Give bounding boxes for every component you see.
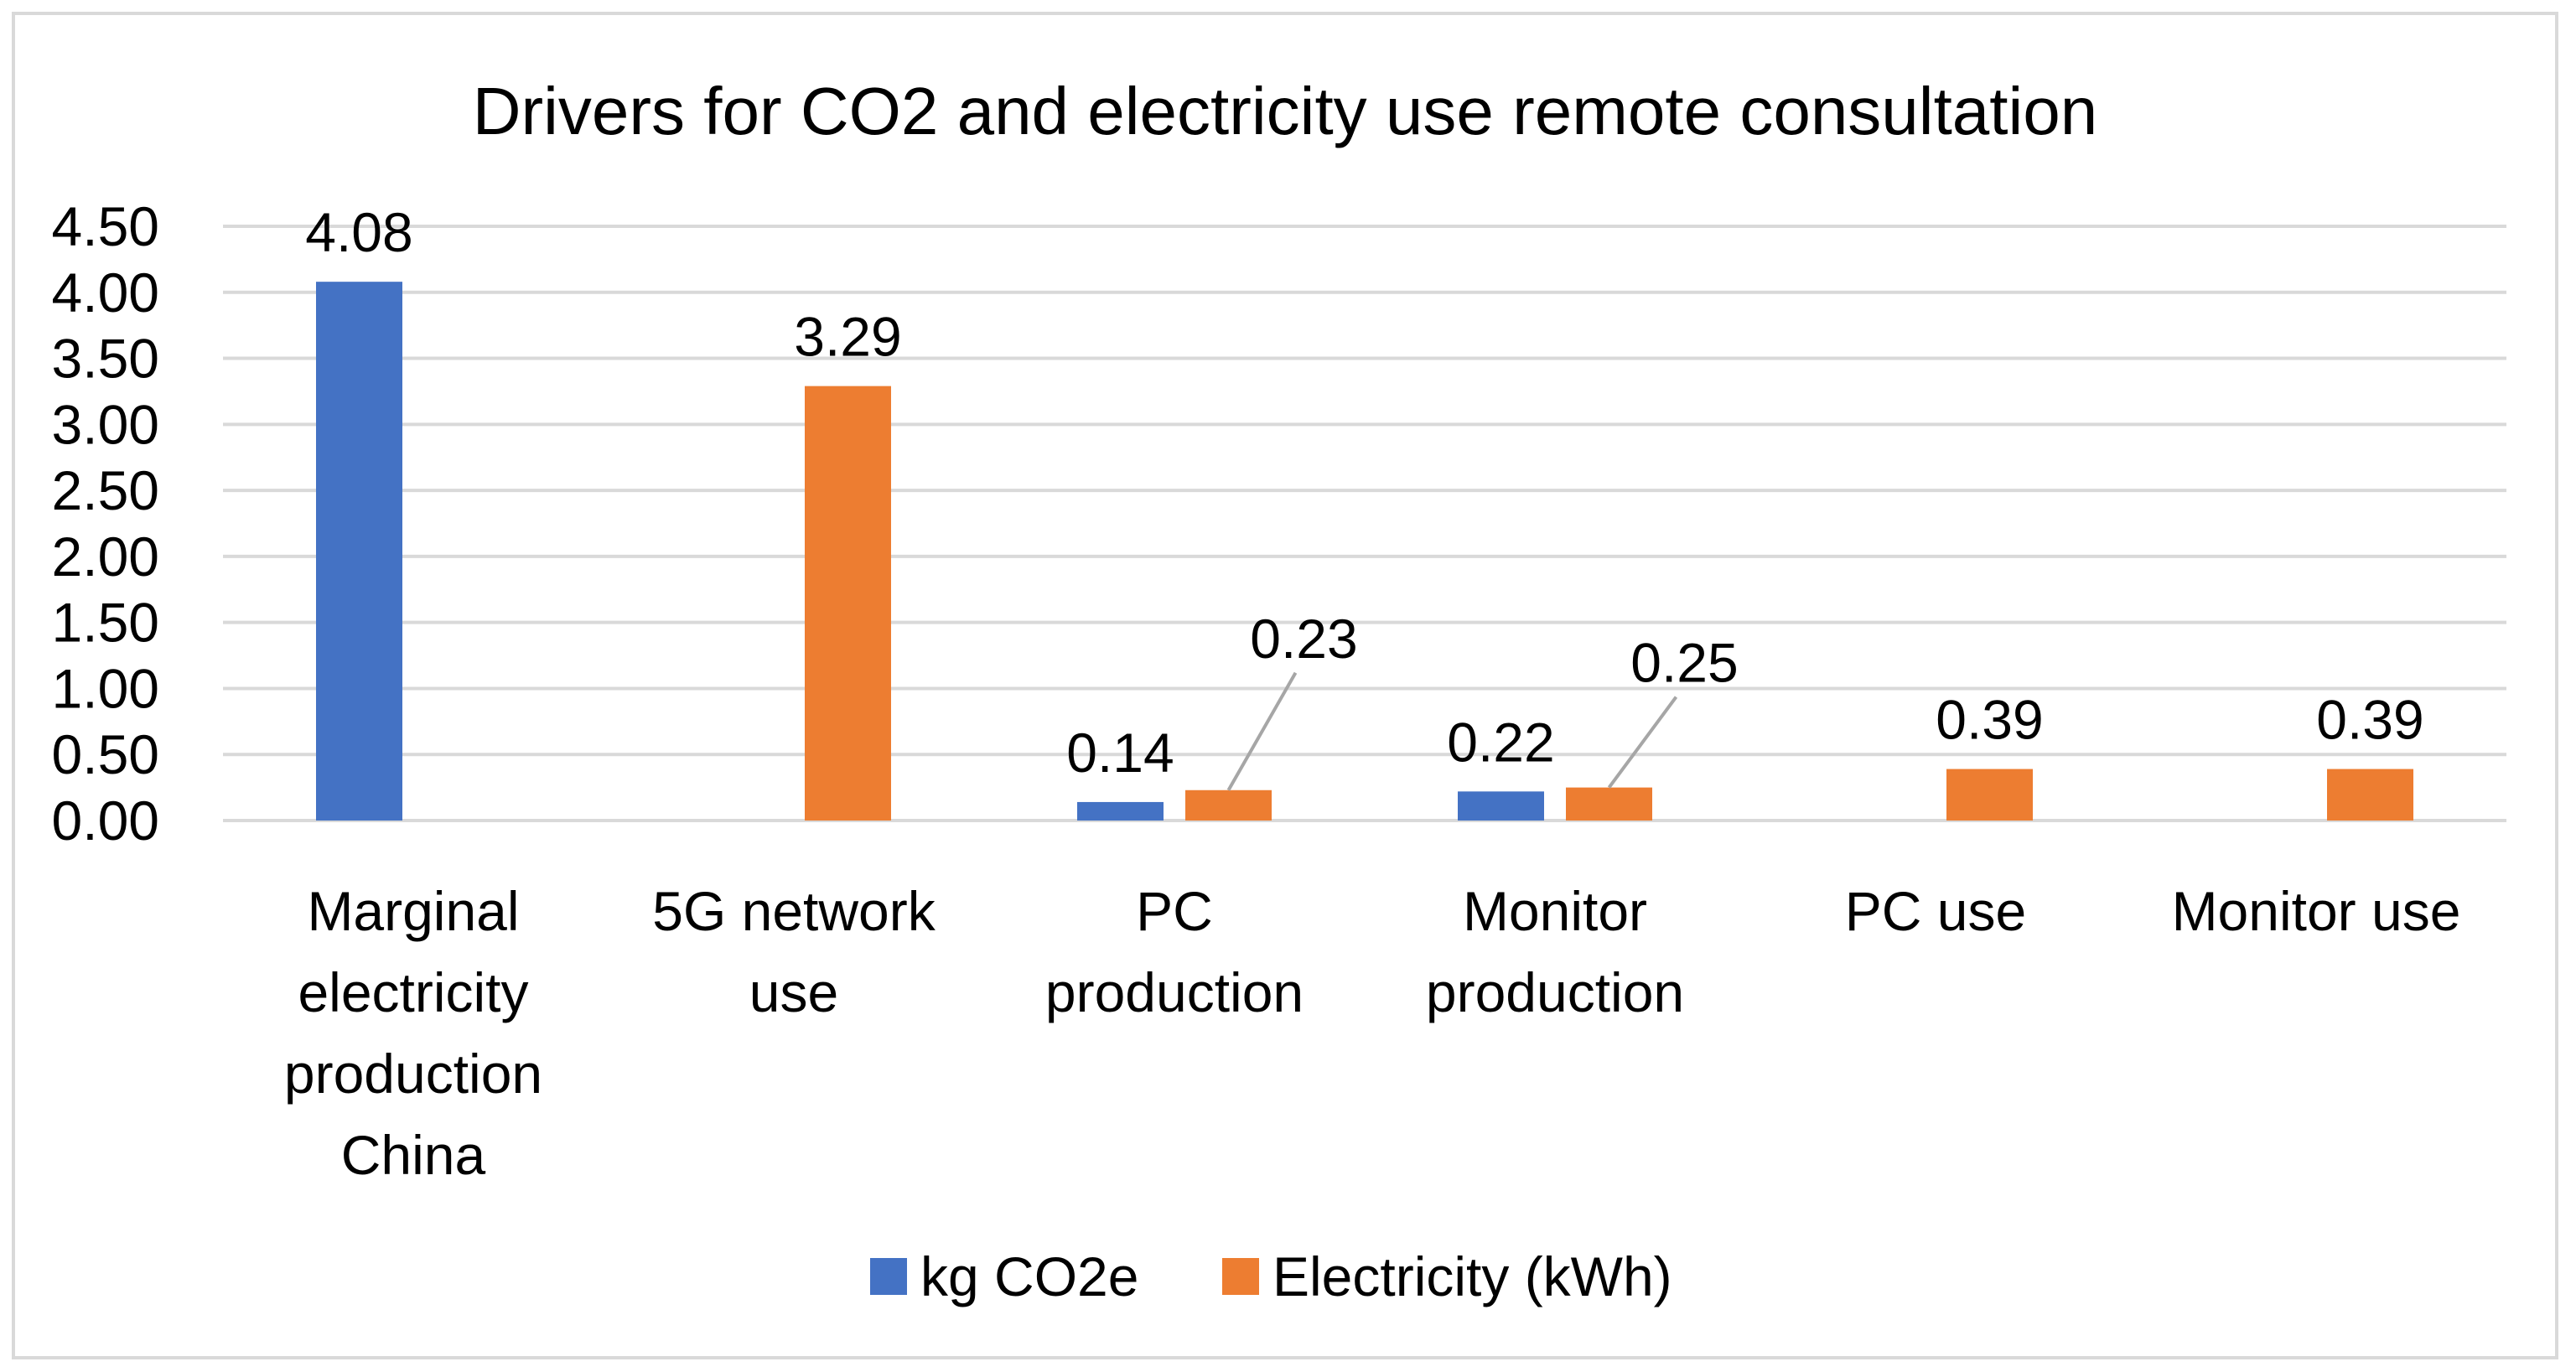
legend: kg CO2e Electricity (kWh): [870, 1245, 1672, 1307]
legend-label: kg CO2e: [920, 1245, 1138, 1307]
data-label: 3.29: [794, 306, 901, 368]
legend-swatch: [1222, 1258, 1259, 1295]
bar-co2: [1077, 801, 1164, 821]
data-label: 0.39: [1936, 689, 2043, 751]
bars: [316, 282, 2413, 821]
category-label: Monitor use: [2172, 880, 2461, 942]
data-labels: 4.08 3.29 0.14 0.23 0.22 0.25 0.39 0.39: [305, 201, 2424, 791]
y-tick-label: 4.50: [52, 195, 159, 257]
data-label: 0.22: [1447, 711, 1554, 773]
leader-line: [1607, 696, 1678, 789]
bar-electricity: [805, 386, 891, 821]
category-label: China: [341, 1124, 486, 1186]
legend-item-electricity[interactable]: Electricity (kWh): [1222, 1245, 1672, 1307]
legend-label: Electricity (kWh): [1272, 1245, 1672, 1307]
chart-border: [12, 12, 2558, 1359]
category-label: production: [284, 1043, 542, 1105]
bar-co2: [1458, 791, 1544, 821]
bar-co2: [316, 282, 402, 821]
y-tick-label: 1.00: [52, 657, 159, 719]
category-label: PC use: [1845, 880, 2026, 942]
y-tick-label: 3.50: [52, 328, 159, 390]
legend-swatch: [870, 1258, 907, 1295]
bar-electricity: [2327, 769, 2413, 821]
category-label: Marginal: [307, 880, 519, 942]
y-tick-label: 2.00: [52, 526, 159, 588]
bar-electricity: [1566, 787, 1652, 821]
y-tick-label: 0.00: [52, 790, 159, 852]
legend-item-co2[interactable]: kg CO2e: [870, 1245, 1138, 1307]
y-axis-tick-labels: 0.000.501.001.502.002.503.003.504.004.50: [52, 195, 159, 852]
category-label: production: [1045, 961, 1304, 1023]
category-label: PC: [1136, 880, 1213, 942]
y-tick-label: 1.50: [52, 592, 159, 654]
data-label: 0.25: [1630, 632, 1738, 694]
gridlines: [223, 225, 2506, 822]
category-labels: Marginal electricity production China 5G net…: [284, 880, 2461, 1186]
y-tick-label: 0.50: [52, 723, 159, 785]
data-label: 0.39: [2316, 689, 2423, 751]
leader-line: [1226, 671, 1298, 791]
data-label: 0.14: [1066, 722, 1174, 784]
y-tick-label: 2.50: [52, 459, 159, 521]
category-label: electricity: [298, 961, 528, 1023]
category-label: use: [749, 961, 838, 1023]
category-label: 5G network: [652, 880, 936, 942]
category-label: Monitor: [1463, 880, 1647, 942]
y-tick-label: 4.00: [52, 261, 159, 324]
chart-title: Drivers for CO2 and electricity use remo…: [473, 74, 2098, 148]
y-tick-label: 3.00: [52, 393, 159, 455]
bar-electricity: [1185, 790, 1272, 821]
bar-electricity: [1946, 769, 2033, 821]
data-label: 4.08: [305, 201, 412, 263]
data-label: 0.23: [1250, 608, 1357, 670]
category-label: production: [1426, 961, 1684, 1023]
